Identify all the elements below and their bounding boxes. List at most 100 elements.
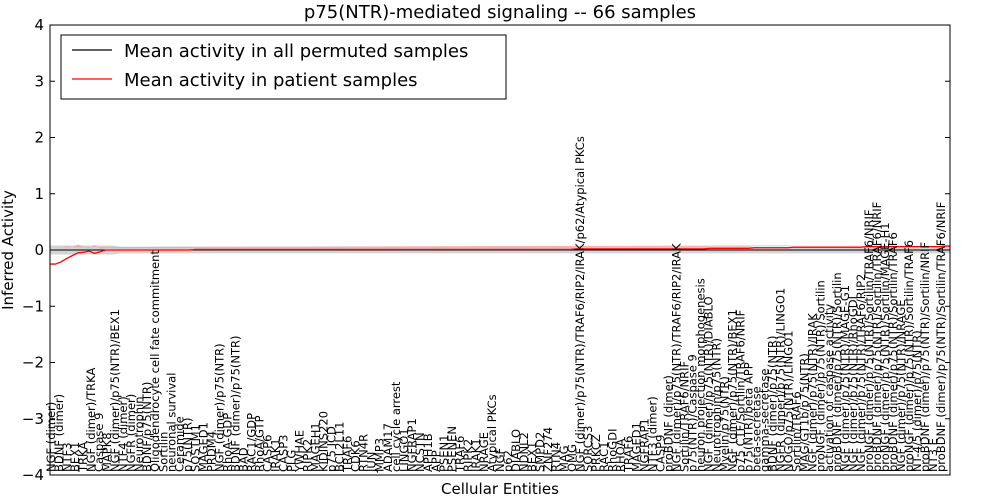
entity-label: SMPD2 <box>533 432 547 472</box>
entity-label: BEX1 <box>525 442 539 472</box>
entity-label: proNGF (dimer)/p75(NTR)/Sortilin/MAGE-H1 <box>878 222 892 472</box>
entity-label: p75(NTR)/beta APP <box>742 362 756 472</box>
entity-label: NOGO/p75(NTR)/LINGO1 <box>782 330 796 472</box>
entity-label: NGF (dimer)/p75(NTR)/BEX1 <box>726 309 740 472</box>
entity-label: IRAK1 <box>469 438 483 472</box>
entity-label: CASP3 <box>277 435 291 472</box>
entity-label: RIPK2 <box>301 439 315 472</box>
entity-label: NGFRAP1 <box>405 418 419 472</box>
entity-label: Neurotrophin/p75(NTR) <box>710 338 724 472</box>
entity-label: NGFR (dimer) <box>124 394 138 472</box>
entity-label: RhoGDI <box>605 429 619 472</box>
entity-label: RTN4R <box>357 434 371 472</box>
entity-label: BAD <box>236 447 250 472</box>
entity-label: RTN4 <box>549 442 563 472</box>
entity-label: RhoA/GTP <box>252 415 266 472</box>
entity-label: NGFRAP1 <box>637 418 651 472</box>
entity-label: Sortilin/TRAF6/NRIF <box>677 361 691 472</box>
entity-label: proNGF (dimer)/p75(NTR)/Sortilin <box>814 280 828 472</box>
entity-label: proBDNF (dimer)/p75(NTR)/Sortilin/TRAF6/… <box>870 202 884 472</box>
entity-label: NCSTN <box>413 432 427 472</box>
entity-label: Caspase 9 <box>92 413 106 472</box>
y-tick-label: −3 <box>22 410 44 428</box>
entity-label: proBDNF (dimer) <box>661 375 675 472</box>
entity-label: PRKCZ <box>589 434 603 472</box>
entity-label: PRDM4 <box>204 431 218 472</box>
series-line-layer <box>50 245 950 265</box>
entity-label: neuronal survival <box>164 373 178 472</box>
entity-label: BCL2L11 <box>333 422 347 472</box>
entity-label: Ceramide <box>172 416 186 472</box>
y-tick-label: 4 <box>34 16 44 34</box>
entity-label: BEX1 <box>68 442 82 472</box>
y-tick-label: 1 <box>34 185 44 203</box>
entity-label: NT-4/5 (dimer)/p75(NTR) <box>910 330 924 472</box>
entity-label: NT3 E <box>926 438 940 472</box>
entity-label: Sortilin/TRAF6 <box>790 391 804 472</box>
entity-label: MMP3 <box>373 438 387 472</box>
entity-label: NGF <box>493 448 507 472</box>
entity-label: LINGO1 <box>397 428 411 472</box>
entity-label: RhoA-GDP <box>220 413 234 472</box>
entity-label: ZNF274 <box>541 427 555 472</box>
entity-label: MAG/GT1b/p75(NTR) <box>798 353 812 472</box>
entity-label: MAPK8 <box>100 432 114 472</box>
patient-mean-line <box>50 245 950 265</box>
y-axis-label: Inferred Activity <box>0 190 17 310</box>
entity-label: proNGF (dimer)/p75(NTR)/Sortilin/TRAF6/N… <box>862 210 876 472</box>
entity-label: TRKA <box>76 442 90 473</box>
entity-label: MAGED1 <box>629 422 643 472</box>
entity-label: BDNF/p75(NTR) <box>140 382 154 472</box>
y-axis: −4 −3 −2 −1 0 1 2 3 4 <box>22 16 950 484</box>
entity-label: TRAF6 <box>341 436 355 473</box>
entity-label: NTF3 <box>60 442 74 472</box>
entity-label: NGF (dimer)/p75(NTR) <box>212 343 226 472</box>
entity-label: p75(NTR)/Caspase 9 <box>685 354 699 472</box>
chart-title: p75(NTR)-mediated signaling -- 66 sample… <box>304 2 696 23</box>
entity-label: NGF (dimer)/p75(NTR)/MAGE-G1 <box>838 285 852 472</box>
y-tick-label: 0 <box>34 241 44 259</box>
entity-label: Myelin/p75(NTR) <box>718 376 732 472</box>
entity-label: SQSTM1 <box>188 424 202 472</box>
entity-label: RAC1 <box>597 441 611 472</box>
entity-label: BDNF (dimer) <box>52 394 66 472</box>
entity-label: KIDINS220 <box>317 411 331 472</box>
entity-label: BDNF (dimer)/p75(NTR) <box>766 335 780 472</box>
entity-label: Sortilin <box>156 432 170 472</box>
entity-label: RAC1/GDP <box>244 413 258 472</box>
entity-label: proNGF (dimer)/p75(NTR)/Sortilin/TRAF6 <box>902 240 916 472</box>
entity-label: NDNL2 <box>517 432 531 472</box>
entity-label: cell cycle arrest <box>389 381 403 472</box>
entity-label: RHOA <box>613 439 627 472</box>
entity-label: p62 <box>501 450 515 472</box>
entity-label: PSENEN <box>445 426 459 472</box>
entity-label: MAGED1 <box>196 422 210 472</box>
y-tick-label: −1 <box>22 297 44 315</box>
entity-label: NGF (dimer)/p75(NTR)/TRAF6/RIP2/IRAK/p62… <box>573 136 587 472</box>
entity-label: DIABLO <box>509 429 523 472</box>
entity-label: IRAK1 <box>269 438 283 472</box>
entity-label: p75 CTF/Sortilin/TRAF6/NRIF <box>734 310 748 472</box>
y-tick-label: −2 <box>22 354 44 372</box>
entity-label: CASP9 <box>653 435 667 472</box>
entity-label: beta-secretase <box>750 386 764 472</box>
entity-label: NRAGE <box>477 432 491 472</box>
entity-label: p75(NTR) <box>180 417 194 472</box>
entity-label: NGF (dimer)/p75(NTR)/NRAGE <box>894 300 908 473</box>
entity-label: proBDNF (dimer)/p75(NTR)/Sortilin/TRAF6/… <box>934 202 948 472</box>
entity-label: APP <box>429 450 443 472</box>
entity-label: ADAM17 <box>381 423 395 472</box>
entity-label: MAGEH1 <box>309 422 323 472</box>
entity-label: NGF (dimer)/TRKA <box>84 368 98 472</box>
entity-label: TRAF6 <box>621 436 635 473</box>
entity-label: NGF (dimer)/p75(NTR)/BEX1 <box>108 309 122 472</box>
entity-label: NGF (dimer) <box>44 402 58 472</box>
entity-label: Oligodendrocyte cell fate commitment <box>148 250 162 472</box>
entity-label: proBDNF (dimer)/p75(NTR)/Sortilin/NRIF <box>918 242 932 472</box>
entity-label: TRAF6 <box>453 436 467 473</box>
y-tick-label: 2 <box>34 129 44 147</box>
entity-label: Neurotrophin <box>132 396 146 472</box>
entity-label: NGF (dimer)/p75(NTR)/RhoGDI <box>846 296 860 472</box>
